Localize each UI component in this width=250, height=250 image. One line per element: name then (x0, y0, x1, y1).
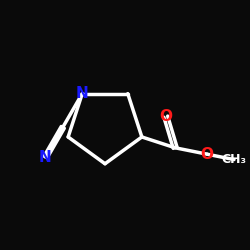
Text: O: O (200, 147, 213, 162)
Text: O: O (159, 109, 172, 124)
Text: N: N (39, 150, 52, 165)
Text: N: N (76, 86, 88, 101)
Text: CH₃: CH₃ (222, 153, 246, 166)
